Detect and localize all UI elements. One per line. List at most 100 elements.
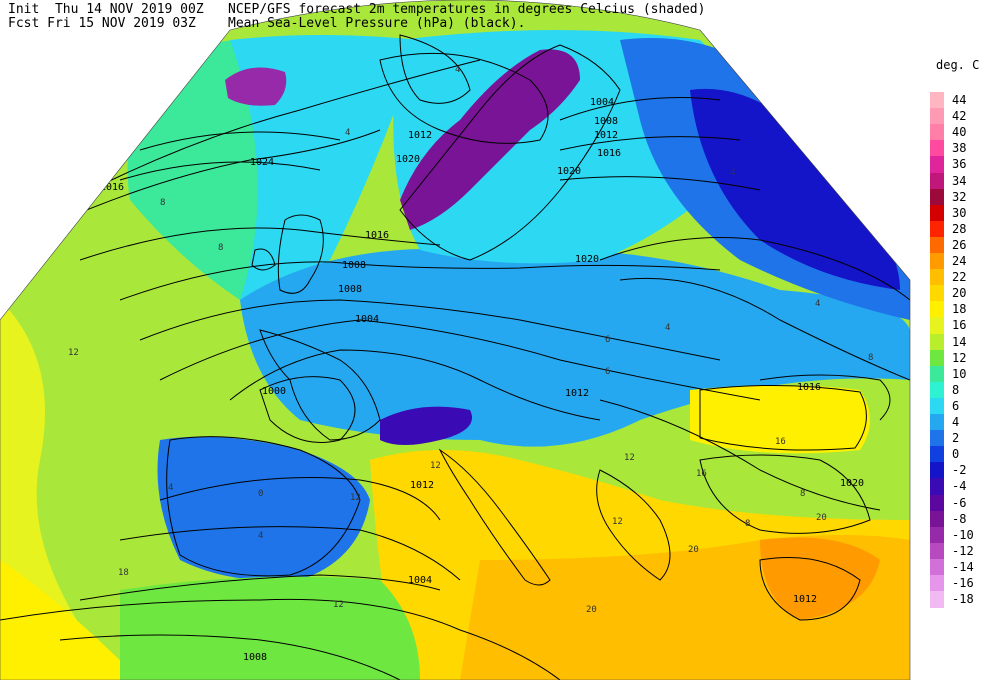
legend-label: 26 <box>952 237 967 252</box>
temp-label: 18 <box>118 568 129 578</box>
isobar-label: 1012 <box>565 388 589 399</box>
temp-label: 4 <box>345 128 350 138</box>
temp-label: 12 <box>350 493 361 503</box>
isobar-label: 1020 <box>575 254 599 265</box>
isobar-label: 1012 <box>793 594 817 605</box>
legend-label: 2 <box>952 431 960 446</box>
legend-swatch <box>930 414 944 431</box>
temp-label: 4 <box>168 483 173 493</box>
title-line-2: Mean Sea-Level Pressure (hPa) (black). <box>228 16 526 31</box>
temp-label: 20 <box>688 545 699 555</box>
temp-label: 4 <box>815 299 820 309</box>
legend-label: 4 <box>952 415 960 429</box>
isobar-label: 1020 <box>840 478 864 489</box>
map-frame <box>0 0 911 680</box>
legend-label: -10 <box>952 527 974 542</box>
legend-swatch <box>930 188 944 206</box>
legend-label: -14 <box>952 559 974 574</box>
isobar-label: 1012 <box>410 480 434 491</box>
temp-zone-alps <box>380 406 472 445</box>
temp-label: 0 <box>258 489 263 499</box>
isobar-label: 1024 <box>250 157 274 168</box>
isobar-label: 1020 <box>557 166 581 177</box>
legend-label: -2 <box>952 463 967 478</box>
legend-swatch <box>930 430 944 447</box>
legend-swatch <box>930 381 944 399</box>
temp-label: 12 <box>68 348 79 358</box>
legend-swatch <box>930 349 944 367</box>
legend-swatch <box>930 397 944 415</box>
legend-swatch <box>930 301 944 318</box>
temp-zone-black-sea <box>690 385 870 454</box>
isobar-label: 1004 <box>408 575 432 586</box>
legend-swatch <box>930 510 944 528</box>
legend-label: -8 <box>952 511 967 526</box>
temp-zone-russia-cold <box>690 88 900 290</box>
legend-label: 44 <box>952 93 967 107</box>
temperature-labels: 4 4 8 8 4 4 6 6 4 8 12 16 12 16 18 20 20… <box>68 65 873 615</box>
temp-zone-iberia <box>157 436 370 581</box>
legend-label: 36 <box>952 157 967 172</box>
temp-label: 4 <box>730 168 735 178</box>
init-time: Init Thu 14 NOV 2019 00Z <box>8 2 204 17</box>
temp-zone-scandes <box>400 49 580 230</box>
isobar-label: 1020 <box>396 154 420 165</box>
legend-swatch <box>930 526 944 544</box>
legend-swatch <box>930 317 944 334</box>
legend-label: 32 <box>952 189 967 204</box>
temperature-legend: deg. C 44 42 40 38 36 34 32 30 28 26 24 22 20 18 16 14 1… <box>928 56 1000 608</box>
legend-label: -18 <box>952 592 974 607</box>
isobar-label: 1008 <box>338 284 362 295</box>
legend-swatch <box>930 269 944 286</box>
legend-swatch <box>930 591 944 608</box>
legend-label: 16 <box>952 318 967 333</box>
legend-label: 34 <box>952 173 967 188</box>
temp-label: 4 <box>665 323 670 333</box>
legend-swatch <box>930 494 944 512</box>
title-line-1: NCEP/GFS forecast 2m temperatures in deg… <box>228 2 706 17</box>
legend-swatch <box>930 92 944 109</box>
temp-zone-north-africa-west <box>120 576 420 680</box>
temp-zone-middle-east <box>760 537 880 620</box>
isobar-label: 1012 <box>594 130 618 141</box>
temp-label: 8 <box>745 519 750 529</box>
temp-label: 8 <box>868 353 873 363</box>
legend-label: 6 <box>952 398 960 413</box>
temp-label: 16 <box>775 437 786 447</box>
legend-swatch <box>930 478 944 495</box>
isobar-label: 1016 <box>100 182 124 193</box>
legend-label: 20 <box>952 286 967 301</box>
isobar-label: 1000 <box>262 386 286 397</box>
legend-swatch <box>930 333 944 351</box>
temp-zone-iceland <box>225 67 287 106</box>
temp-label: 4 <box>258 531 263 541</box>
legend-label: 28 <box>952 221 967 236</box>
legend-swatch <box>930 575 944 592</box>
legend-swatch <box>930 124 944 141</box>
legend-label: -12 <box>952 543 974 558</box>
temp-label: 12 <box>430 461 441 471</box>
isobar-label: 1008 <box>342 260 366 271</box>
isobar-labels: 1024 1016 1012 1008 1004 1000 1012 1016 … <box>100 97 864 663</box>
temp-zone-southwest <box>0 560 140 680</box>
isobar-label: 1012 <box>408 130 432 141</box>
coastlines <box>0 44 871 680</box>
isobar-label: 1004 <box>590 97 614 108</box>
isobar-label: 1008 <box>243 652 267 663</box>
legend-label: 8 <box>952 382 960 397</box>
legend-swatch <box>930 446 944 463</box>
legend-label: 18 <box>952 302 967 317</box>
isobars <box>0 34 910 680</box>
temp-label: 6 <box>605 367 610 377</box>
legend-swatch <box>930 253 944 270</box>
temp-label: 4 <box>455 65 460 75</box>
legend-label: 30 <box>952 205 967 220</box>
legend-swatch <box>930 140 944 157</box>
legend-swatch <box>930 220 944 238</box>
legend-label: -16 <box>952 576 974 590</box>
legend-label: 42 <box>952 109 967 124</box>
legend-label: 10 <box>952 366 967 381</box>
legend-label: 38 <box>952 141 967 156</box>
legend-label: -6 <box>952 495 967 510</box>
